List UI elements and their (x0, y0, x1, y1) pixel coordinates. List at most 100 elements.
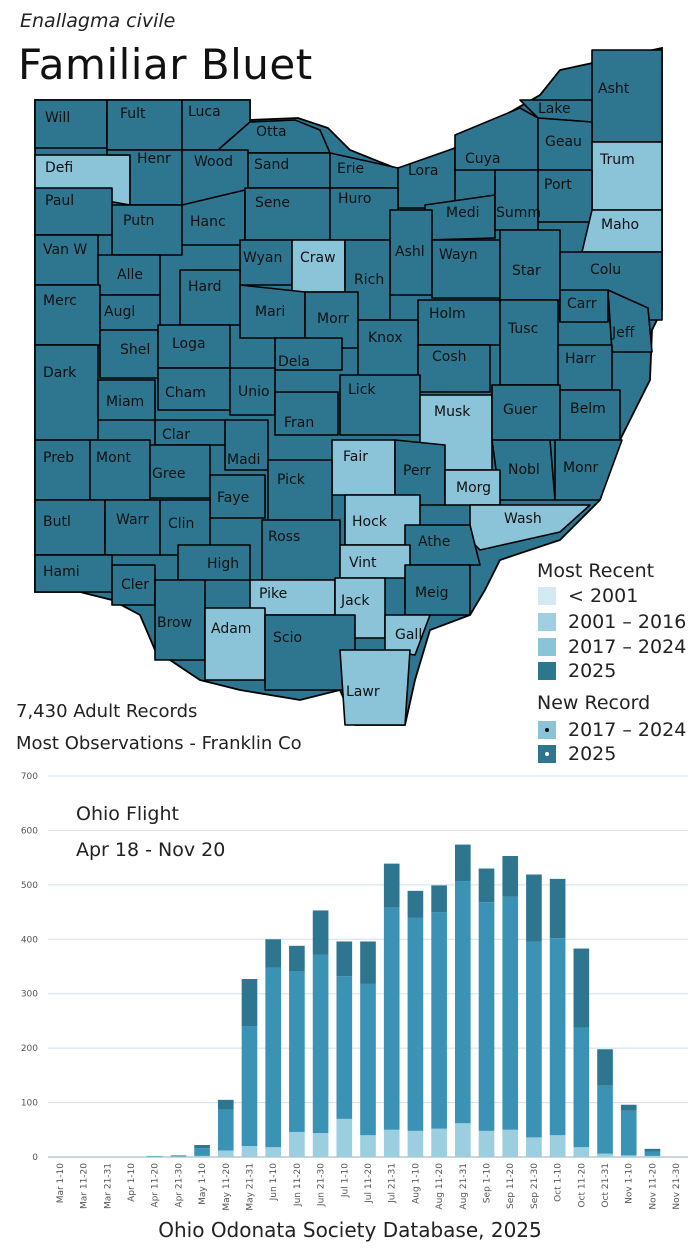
county-label: Rich (354, 272, 384, 288)
county-label: Summ (496, 205, 541, 221)
bar-segment-base (217, 1150, 234, 1157)
y-tick-label: 0 (32, 1153, 38, 1163)
county-monr[interactable] (554, 439, 623, 501)
bar-segment-top (454, 844, 471, 882)
county-jeff[interactable] (607, 289, 653, 353)
county-label: Morr (317, 311, 349, 327)
most-observations: Most Observations - Franklin Co (16, 733, 302, 754)
county-label: Brow (157, 615, 192, 631)
new-record-dot-icon (545, 752, 549, 756)
bar-segment-top (431, 885, 447, 913)
bar-segment-base (360, 1135, 376, 1157)
bar-segment-middle (597, 1085, 613, 1154)
bar-segment-base (502, 1129, 519, 1157)
legend-swatch (538, 662, 556, 680)
bar-segment-middle (549, 938, 566, 1136)
bar-segment-middle (644, 1151, 661, 1156)
county-label: Adam (211, 621, 251, 637)
legend-item-pre2001: < 2001 (538, 585, 638, 607)
county-label: Unio (238, 384, 270, 400)
county-tusc[interactable] (499, 299, 559, 386)
county-label: Augl (104, 304, 135, 320)
county-preb[interactable] (34, 439, 91, 501)
legend-new-record-2025: 2025 (538, 743, 616, 765)
legend-new-record-title: New Record (537, 692, 651, 714)
ohio-county-map: Will Fult Luca Otta Lake Asht Defi Henr Wood Sand… (34, 46, 663, 726)
bar-segment-base (549, 1135, 566, 1157)
county-label: Fult (120, 106, 146, 122)
bar-segment-middle (289, 971, 305, 1132)
legend-new-record-2017-2024: 2017 – 2024 (538, 719, 686, 741)
county-adam[interactable] (204, 607, 266, 681)
county-label: Wyan (243, 250, 282, 266)
bar-segment-base (241, 1146, 258, 1157)
x-tick-label: Jun 11-20 (293, 1163, 303, 1207)
county-label: Hock (352, 514, 388, 530)
county-label: Jeff (611, 325, 635, 341)
y-tick-label: 700 (21, 772, 38, 782)
x-tick-label: Mar 1-10 (56, 1163, 66, 1204)
flight-title: Ohio Flight (76, 803, 179, 825)
county-lawr[interactable] (339, 649, 411, 726)
county-label: Ross (268, 529, 300, 545)
county-fran[interactable] (274, 391, 339, 436)
legend-swatch (538, 587, 556, 605)
county-summ[interactable] (494, 169, 539, 231)
county-knox[interactable] (357, 319, 419, 379)
county-putn[interactable] (111, 204, 183, 256)
county-label: Carr (567, 296, 597, 312)
county-label: Morg (456, 480, 491, 496)
bar-segment-base (194, 1155, 210, 1157)
county-label: High (207, 556, 239, 572)
bar-segment-middle (383, 907, 400, 1130)
county-dark[interactable] (34, 344, 99, 441)
bar-segment-middle (170, 1155, 187, 1157)
bar-segment-middle (241, 1026, 258, 1147)
county-label: Putn (123, 213, 154, 229)
bar-segment-base (597, 1153, 613, 1157)
county-carr[interactable] (559, 289, 609, 323)
county-pick[interactable] (267, 459, 333, 521)
county-label: Medi (446, 205, 479, 221)
county-label: Will (45, 110, 70, 126)
county-label: Belm (570, 401, 606, 417)
county-craw[interactable] (291, 239, 346, 293)
bar-segment-base (383, 1129, 400, 1157)
bar-segment-middle (620, 1110, 637, 1156)
county-label: Harr (565, 351, 596, 367)
county-label: Gall (395, 627, 422, 643)
x-tick-label: Jul 21-31 (388, 1163, 398, 1204)
legend-swatch (538, 745, 556, 763)
county-label: Wayn (439, 247, 478, 263)
legend-most-recent-title: Most Recent (537, 560, 655, 582)
bar-segment-base (265, 1147, 282, 1157)
y-tick-label: 100 (21, 1099, 38, 1109)
county-mont[interactable] (89, 439, 151, 501)
county-label: Cler (121, 577, 149, 593)
county-label: Faye (217, 490, 249, 506)
x-tick-label: Jul 11-20 (364, 1163, 374, 1204)
legend-label: 2025 (568, 743, 617, 765)
county-gall[interactable] (384, 614, 431, 656)
x-tick-label: Apr 21-30 (174, 1163, 184, 1208)
bar-segment-top (620, 1104, 637, 1111)
county-label: Merc (43, 293, 77, 309)
county-meig[interactable] (404, 564, 471, 616)
county-label: Dark (43, 365, 77, 381)
bar-segment-middle (312, 954, 329, 1134)
x-tick-label: Mar 11-20 (80, 1163, 90, 1209)
x-tick-label: Sep 1-10 (483, 1163, 493, 1204)
county-label: Otta (256, 124, 287, 140)
bar-segment-middle (336, 976, 353, 1119)
county-label: Dela (278, 354, 310, 370)
bar-segment-top (289, 945, 305, 972)
x-tick-label: Sep 21-30 (530, 1163, 540, 1209)
county-label: Mont (96, 450, 132, 466)
bar-segment-top (549, 878, 566, 939)
bar-segment-base (644, 1155, 661, 1157)
county-dela[interactable] (274, 337, 343, 371)
county-label: Van W (43, 242, 87, 258)
adult-records-count: 7,430 Adult Records (16, 701, 198, 722)
legend-swatch (538, 613, 556, 631)
bar-segment-top (217, 1099, 234, 1110)
